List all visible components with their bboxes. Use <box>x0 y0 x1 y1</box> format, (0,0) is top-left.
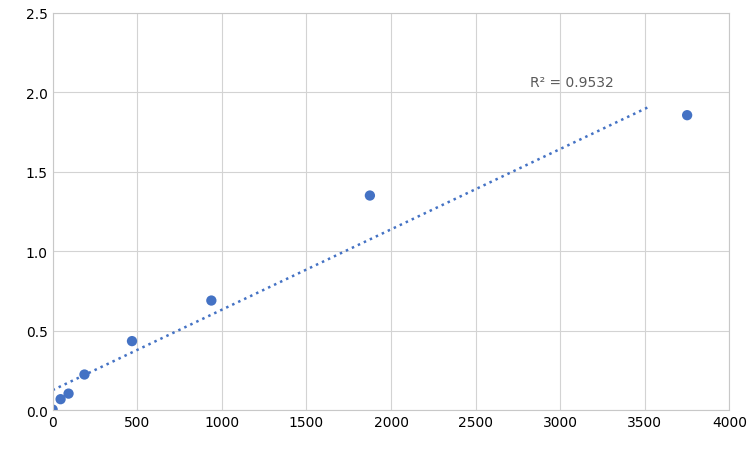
Text: R² = 0.9532: R² = 0.9532 <box>529 76 614 90</box>
Point <box>681 112 693 120</box>
Point <box>126 338 138 345</box>
Point <box>78 371 90 378</box>
Point <box>55 396 67 403</box>
Point <box>364 193 376 200</box>
Point <box>62 390 74 397</box>
Point <box>47 406 59 413</box>
Point <box>205 297 217 304</box>
